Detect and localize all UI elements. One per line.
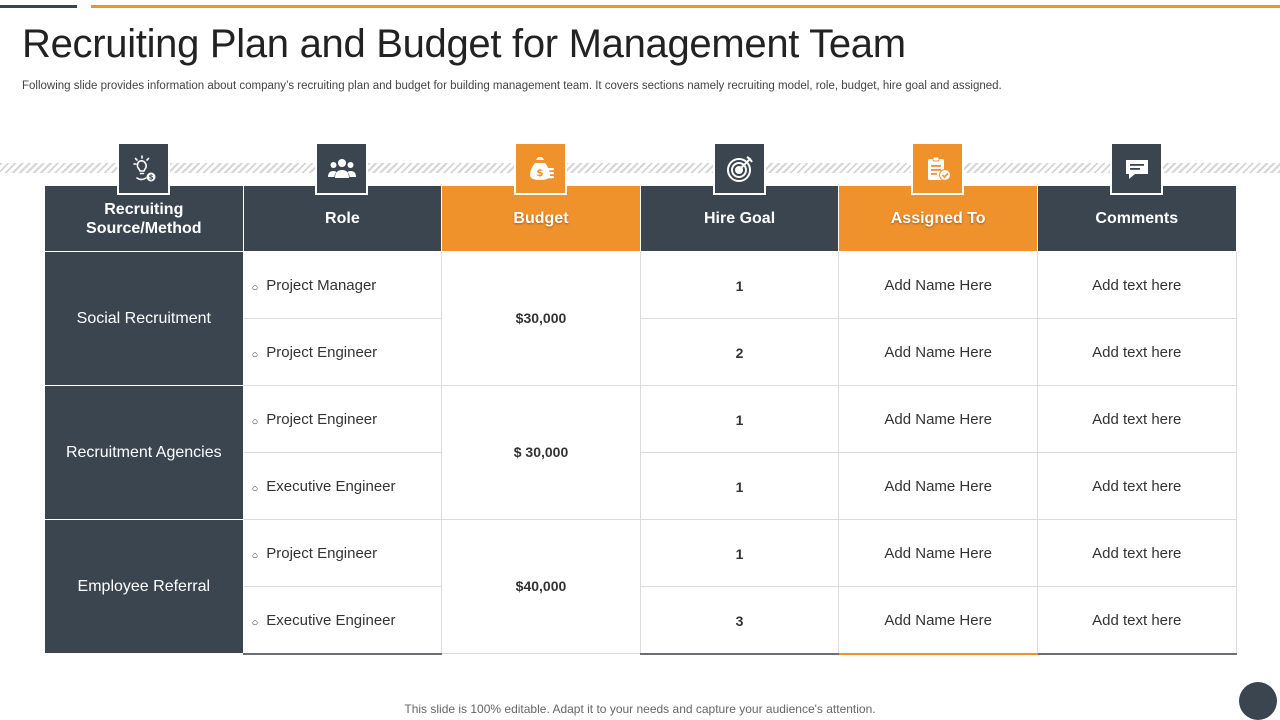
bullet-icon: ○ [251, 483, 259, 495]
header-budget: Budget [441, 185, 641, 252]
table-row: Employee Referral ○ Project Engineer $40,… [44, 519, 1237, 654]
role-label: Project Engineer [266, 344, 378, 361]
role-cell: ○ Executive Engineer [242, 452, 443, 520]
header-role: Role [242, 185, 443, 252]
lightbulb-money-icon: $ [117, 142, 170, 195]
source-cell: Recruitment Agencies [44, 385, 244, 520]
header-hire-goal: Hire Goal [639, 185, 840, 252]
svg-text:$: $ [536, 168, 543, 179]
team-icon [315, 142, 368, 195]
table-row: ○ Executive Engineer 3 Add Name Here Add … [45, 586, 1237, 655]
bullet-icon: ○ [251, 349, 259, 361]
role-label: Executive Engineer [266, 478, 396, 495]
top-accent-line-orange [91, 5, 1280, 8]
assigned-cell: Add Name Here [838, 318, 1038, 386]
table-row: Social Recruitment ○ Project Manager $30,… [44, 251, 1237, 386]
source-cell: Employee Referral [44, 519, 244, 654]
top-accent-line-dark [0, 5, 77, 8]
assigned-cell: Add Name Here [838, 251, 1038, 319]
assigned-cell: Add Name Here [838, 519, 1038, 587]
assigned-cell: Add Name Here [838, 586, 1038, 655]
comments-cell: Add text here [1036, 251, 1237, 319]
budget-cell: $ 30,000 [441, 385, 641, 520]
hire-goal-cell: 2 [639, 318, 840, 386]
header-comments: Comments [1036, 185, 1237, 252]
bullet-icon: ○ [251, 550, 259, 562]
assigned-cell: Add Name Here [838, 385, 1038, 453]
budget-cell: $30,000 [441, 251, 641, 386]
bullet-icon: ○ [251, 416, 259, 428]
svg-text:$: $ [148, 173, 153, 181]
comments-cell: Add text here [1036, 385, 1237, 453]
assigned-cell: Add Name Here [838, 452, 1038, 520]
hire-goal-cell: 1 [639, 519, 840, 587]
hire-goal-cell: 1 [639, 251, 840, 319]
speech-bubble-icon [1110, 142, 1163, 195]
hire-goal-cell: 1 [639, 452, 840, 520]
role-label: Project Manager [266, 277, 377, 294]
role-cell: ○ Project Engineer [242, 318, 443, 386]
budget-cell: $40,000 [441, 519, 641, 654]
comments-cell: Add text here [1036, 586, 1237, 655]
role-cell: ○ Executive Engineer [242, 586, 443, 655]
clipboard-check-icon [911, 142, 964, 195]
hire-goal-cell: 3 [639, 586, 840, 655]
money-bag-icon: $ [514, 142, 567, 195]
role-label: Project Engineer [266, 545, 378, 562]
table-row: Recruitment Agencies ○ Project Engineer $… [44, 385, 1237, 520]
comments-cell: Add text here [1036, 452, 1237, 520]
slide-footer: This slide is 100% editable. Adapt it to… [404, 702, 876, 716]
target-icon [713, 142, 766, 195]
header-recruiting-source: Recruiting Source/Method [44, 185, 244, 252]
recruiting-plan-table: Recruiting Source/Method Role Budget Hir… [44, 185, 1237, 655]
role-cell: ○ Project Engineer [242, 519, 443, 587]
slide-title: Recruiting Plan and Budget for Managemen… [22, 22, 906, 66]
comments-cell: Add text here [1036, 318, 1237, 386]
role-label: Project Engineer [266, 411, 378, 428]
hire-goal-cell: 1 [639, 385, 840, 453]
header-assigned-to: Assigned To [838, 185, 1038, 252]
hatched-divider [0, 163, 1280, 173]
slide-subtitle: Following slide provides information abo… [22, 80, 1002, 92]
role-label: Executive Engineer [266, 612, 396, 629]
corner-decoration-circle [1239, 682, 1277, 720]
role-cell: ○ Project Manager [242, 251, 443, 319]
source-cell: Social Recruitment [44, 251, 244, 386]
bullet-icon: ○ [251, 282, 259, 294]
table-row: ○ Executive Engineer 1 Add Name Here Add … [45, 452, 1237, 520]
bullet-icon: ○ [251, 617, 259, 629]
table-header-row: Recruiting Source/Method Role Budget Hir… [44, 185, 1237, 252]
role-cell: ○ Project Engineer [242, 385, 443, 453]
comments-cell: Add text here [1036, 519, 1237, 587]
